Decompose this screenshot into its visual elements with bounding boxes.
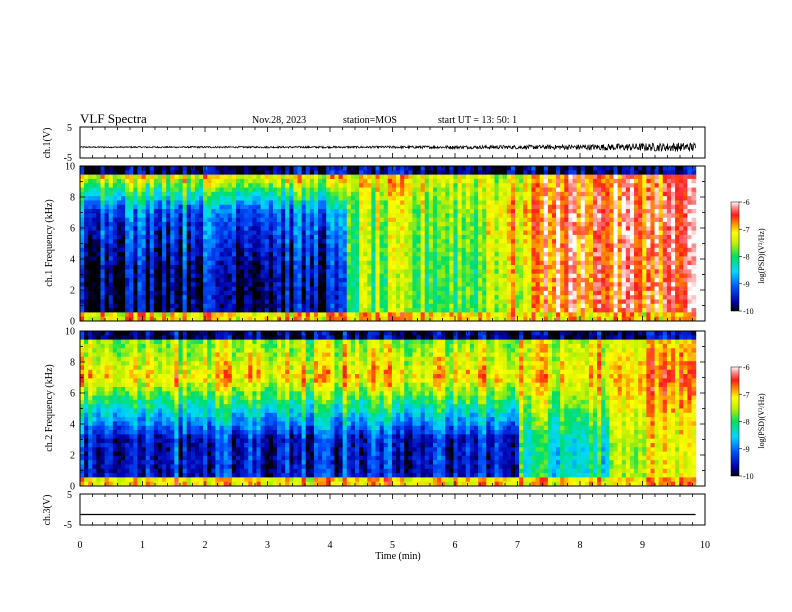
spectrogram-panel-ch1: 0 2 4 6 8 10 ch.1 Frequency (kHz) -6 -7 -8 -9 -10… bbox=[44, 162, 766, 328]
waveform-panel-ch3: 5 -5 ch.3(V) bbox=[42, 490, 706, 531]
time-axis-tick-label: 3 bbox=[265, 540, 270, 551]
time-axis-tick-label: 9 bbox=[640, 540, 645, 551]
colorbar-ticks-ch1: -6 -7 -8 -9 -10 bbox=[739, 198, 754, 316]
ch3-ytick-top: 5 bbox=[67, 490, 72, 501]
ch2-colorbar-tick-label: -10 bbox=[743, 472, 754, 481]
ch1-frequency-ytick-label: 10 bbox=[65, 162, 75, 173]
time-axis-tick-label: 1 bbox=[140, 540, 145, 551]
ch3-ytick-bottom: -5 bbox=[64, 520, 72, 531]
time-axis-ticks bbox=[79, 127, 706, 525]
ch1-frequency-ytick-label: 2 bbox=[70, 286, 75, 297]
time-axis-tick-label: 8 bbox=[578, 540, 583, 551]
waveform-panel-ch1: 5 -5 ch.1(V) bbox=[42, 123, 706, 164]
ch2-colorbar-tick-label: -8 bbox=[743, 418, 750, 427]
ch2-frequency-ytick-label: 6 bbox=[70, 389, 75, 400]
ch1-colorbar-tick-label: -9 bbox=[743, 280, 750, 289]
ch1-frequency-ytick-label: 8 bbox=[70, 193, 75, 204]
ch2-frequency-ylabel: ch.2 Frequency (kHz) bbox=[44, 364, 55, 451]
colorbar-label-ch2: log(PSD)(V²/Hz) bbox=[757, 393, 766, 449]
ch1-frequency-ytick-label: 0 bbox=[70, 317, 75, 328]
time-axis-label: Time (min) bbox=[375, 551, 420, 562]
ch1-colorbar-tick-label: -8 bbox=[743, 253, 750, 262]
ch1-waveform-ylabel: ch.1(V) bbox=[42, 128, 53, 159]
ch2-frequency-ytick-label: 10 bbox=[65, 327, 75, 338]
ch1-colorbar-tick-label: -7 bbox=[743, 225, 750, 234]
time-axis-tick-labels: 0 1 2 3 4 5 6 7 8 9 10 bbox=[78, 540, 711, 551]
spectrogram-image-ch1 bbox=[80, 166, 705, 321]
station-label: station=MOS bbox=[343, 115, 397, 126]
ch1-ytick-top: 5 bbox=[67, 123, 72, 134]
ch1-colorbar-tick-label: -6 bbox=[743, 198, 750, 207]
time-axis-tick-label: 5 bbox=[390, 540, 395, 551]
ch2-frequency-ticks: 0 2 4 6 8 10 bbox=[65, 327, 705, 493]
ch2-frequency-ytick-label: 0 bbox=[70, 482, 75, 493]
ch3-waveform-ylabel: ch.3(V) bbox=[42, 495, 53, 526]
ch1-ytick-bottom: -5 bbox=[64, 153, 72, 164]
spectrogram-image-ch2 bbox=[80, 331, 705, 486]
ch1-frequency-ylabel: ch.1 Frequency (kHz) bbox=[44, 199, 55, 286]
ch2-colorbar-tick-label: -7 bbox=[743, 390, 750, 399]
ch2-frequency-ytick-label: 2 bbox=[70, 451, 75, 462]
time-axis-tick-label: 0 bbox=[78, 540, 83, 551]
colorbar-ticks-ch2: -6 -7 -8 -9 -10 bbox=[739, 363, 754, 481]
date-label: Nov.28, 2023 bbox=[252, 115, 306, 126]
ch1-colorbar-tick-label: -10 bbox=[743, 307, 754, 316]
ch1-frequency-ytick-label: 6 bbox=[70, 224, 75, 235]
time-axis-tick-label: 6 bbox=[453, 540, 458, 551]
ch2-frequency-ytick-label: 8 bbox=[70, 358, 75, 369]
time-axis-tick-label: 2 bbox=[203, 540, 208, 551]
ch2-frequency-ytick-label: 4 bbox=[70, 420, 75, 431]
time-axis-tick-label: 10 bbox=[700, 540, 710, 551]
colorbar-label-ch1: log(PSD)(V²/Hz) bbox=[757, 228, 766, 284]
ch2-colorbar-tick-label: -6 bbox=[743, 363, 750, 372]
ch2-colorbar-tick-label: -9 bbox=[743, 445, 750, 454]
ch1-frequency-ytick-label: 4 bbox=[70, 255, 75, 266]
time-axis-tick-label: 7 bbox=[515, 540, 520, 551]
time-axis-tick-label: 4 bbox=[328, 540, 333, 551]
ch1-frequency-ticks: 0 2 4 6 8 10 bbox=[65, 162, 705, 328]
spectrogram-panel-ch2: 0 2 4 6 8 10 ch.2 Frequency (kHz) -6 -7 -8 -9 -10… bbox=[44, 327, 766, 493]
colorbar-ch2 bbox=[730, 366, 740, 477]
waveform-trace-ch1 bbox=[79, 141, 696, 152]
colorbar-ch1 bbox=[730, 201, 740, 312]
figure-title: VLF Spectra bbox=[80, 111, 147, 126]
start-time-label: start UT = 13: 50: 1 bbox=[438, 115, 517, 126]
